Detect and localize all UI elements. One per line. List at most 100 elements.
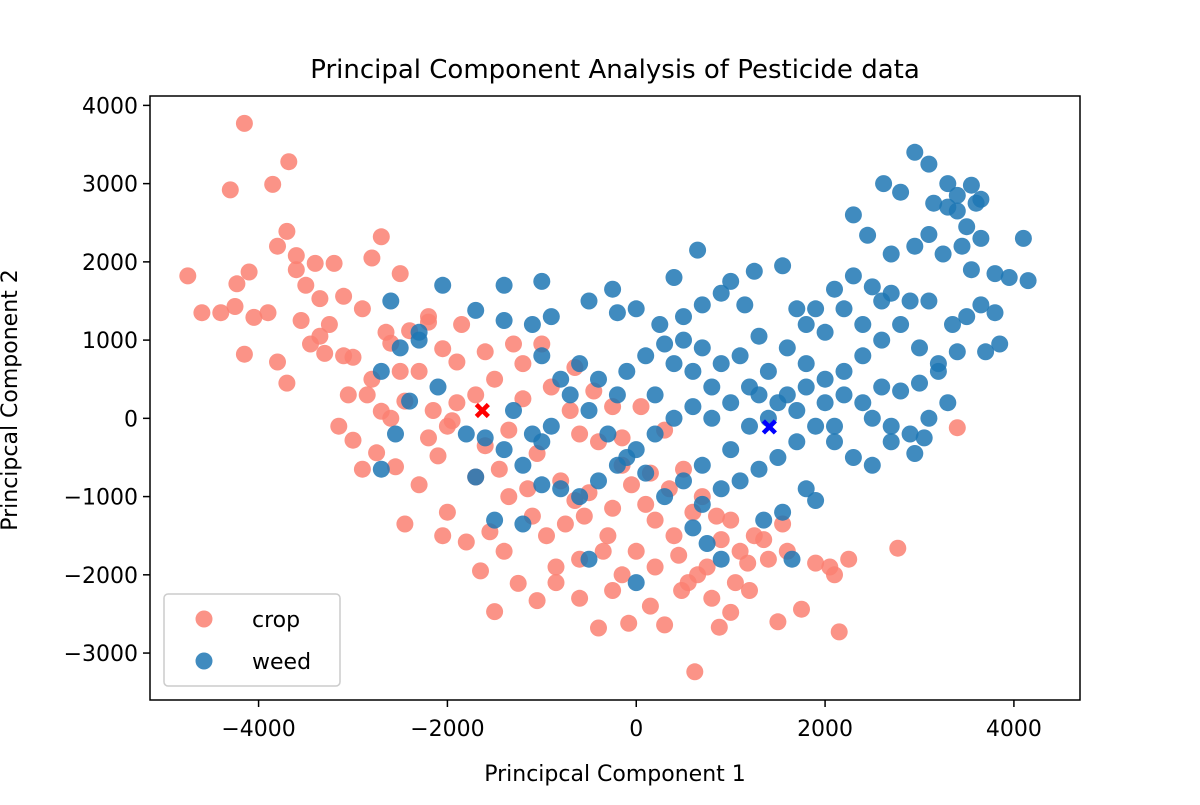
y-tick-label: −1000	[64, 486, 138, 511]
data-point-crop	[759, 550, 777, 568]
data-point-crop	[519, 480, 537, 498]
data-point-crop	[514, 390, 532, 408]
data-point-weed	[882, 245, 900, 263]
data-point-crop	[311, 327, 329, 345]
data-point-crop	[514, 355, 532, 373]
data-point-crop	[320, 316, 338, 333]
data-point-weed	[552, 480, 570, 498]
y-tick-label: 0	[124, 407, 138, 432]
data-point-weed	[736, 296, 754, 314]
data-point-crop	[712, 531, 730, 549]
data-point-crop	[620, 614, 638, 632]
data-point-crop	[590, 619, 607, 637]
y-tick-label: 3000	[82, 173, 138, 198]
data-point-crop	[710, 618, 728, 636]
data-point-weed	[826, 417, 843, 435]
data-point-crop	[547, 574, 565, 592]
data-point-crop	[807, 554, 825, 572]
data-point-weed	[911, 374, 928, 392]
data-point-weed	[778, 386, 796, 404]
data-point-crop	[235, 345, 253, 363]
data-point-weed	[797, 480, 815, 498]
data-point-weed	[854, 316, 872, 333]
data-point-weed	[826, 433, 843, 451]
data-point-weed	[939, 394, 957, 412]
data-point-weed	[703, 378, 721, 396]
data-point-weed	[750, 386, 768, 404]
data-point-crop	[646, 558, 664, 576]
data-point-crop	[335, 287, 353, 305]
data-point-weed	[434, 276, 452, 294]
data-point-weed	[953, 237, 971, 255]
data-point-weed	[835, 362, 853, 380]
data-point-weed	[580, 402, 598, 419]
data-point-crop	[448, 394, 466, 412]
data-point-weed	[580, 550, 598, 568]
data-point-weed	[698, 535, 716, 552]
data-point-weed	[599, 425, 617, 443]
x-tick-label: 4000	[986, 717, 1042, 742]
data-point-crop	[325, 254, 343, 272]
data-point-weed	[533, 476, 551, 494]
plot-frame	[149, 95, 1081, 701]
data-point-weed	[1000, 269, 1018, 286]
data-point-weed	[712, 550, 730, 568]
data-point-weed	[495, 441, 513, 459]
data-point-weed	[590, 370, 607, 388]
data-point-weed	[410, 331, 428, 349]
legend-label-crop: crop	[252, 608, 300, 633]
data-point-crop	[453, 316, 471, 333]
data-point-weed	[882, 417, 900, 435]
data-point-crop	[245, 308, 263, 326]
data-point-crop	[670, 546, 688, 564]
data-point-weed	[684, 362, 702, 380]
data-point-weed	[939, 198, 957, 216]
data-point-crop	[623, 476, 640, 494]
data-point-crop	[509, 574, 527, 592]
data-point-crop	[259, 304, 277, 322]
data-point-weed	[467, 301, 485, 319]
data-point-crop	[840, 550, 858, 568]
data-point-weed	[675, 331, 692, 349]
data-point-crop	[613, 429, 631, 447]
data-point-weed	[873, 292, 891, 310]
data-point-crop	[722, 603, 740, 621]
data-point-weed	[372, 362, 390, 380]
data-point-weed	[835, 300, 853, 318]
data-point-crop	[429, 447, 447, 465]
data-point-crop	[575, 507, 593, 525]
data-point-weed	[590, 472, 607, 490]
data-point-weed	[505, 402, 522, 419]
data-point-weed	[731, 472, 749, 490]
data-point-weed	[807, 492, 825, 509]
data-point-crop	[486, 603, 504, 621]
data-point-weed	[533, 433, 551, 451]
data-point-weed	[608, 304, 626, 322]
data-point-weed	[542, 417, 560, 435]
data-point-crop	[731, 542, 749, 560]
data-point-crop	[278, 222, 296, 240]
data-point-weed	[939, 175, 957, 193]
data-point-crop	[490, 460, 508, 478]
data-point-weed	[665, 269, 683, 286]
plot-area	[179, 114, 1037, 681]
data-point-crop	[292, 312, 310, 329]
data-point-crop	[472, 562, 489, 580]
y-tick-label: −3000	[64, 642, 138, 667]
data-point-weed	[783, 550, 801, 568]
data-point-crop	[641, 597, 659, 615]
data-point-weed	[1014, 229, 1032, 247]
series-weed	[372, 143, 1037, 592]
data-point-weed	[533, 272, 551, 290]
data-point-crop	[420, 429, 437, 447]
x-tick-label: −2000	[410, 717, 484, 742]
data-point-crop	[793, 600, 810, 618]
data-point-weed	[745, 262, 763, 280]
data-point-weed	[807, 417, 825, 435]
data-point-crop	[613, 566, 631, 584]
data-point-weed	[882, 433, 900, 451]
data-point-crop	[240, 263, 258, 281]
data-point-weed	[689, 241, 707, 259]
data-point-weed	[835, 386, 853, 404]
data-point-weed	[826, 280, 843, 298]
